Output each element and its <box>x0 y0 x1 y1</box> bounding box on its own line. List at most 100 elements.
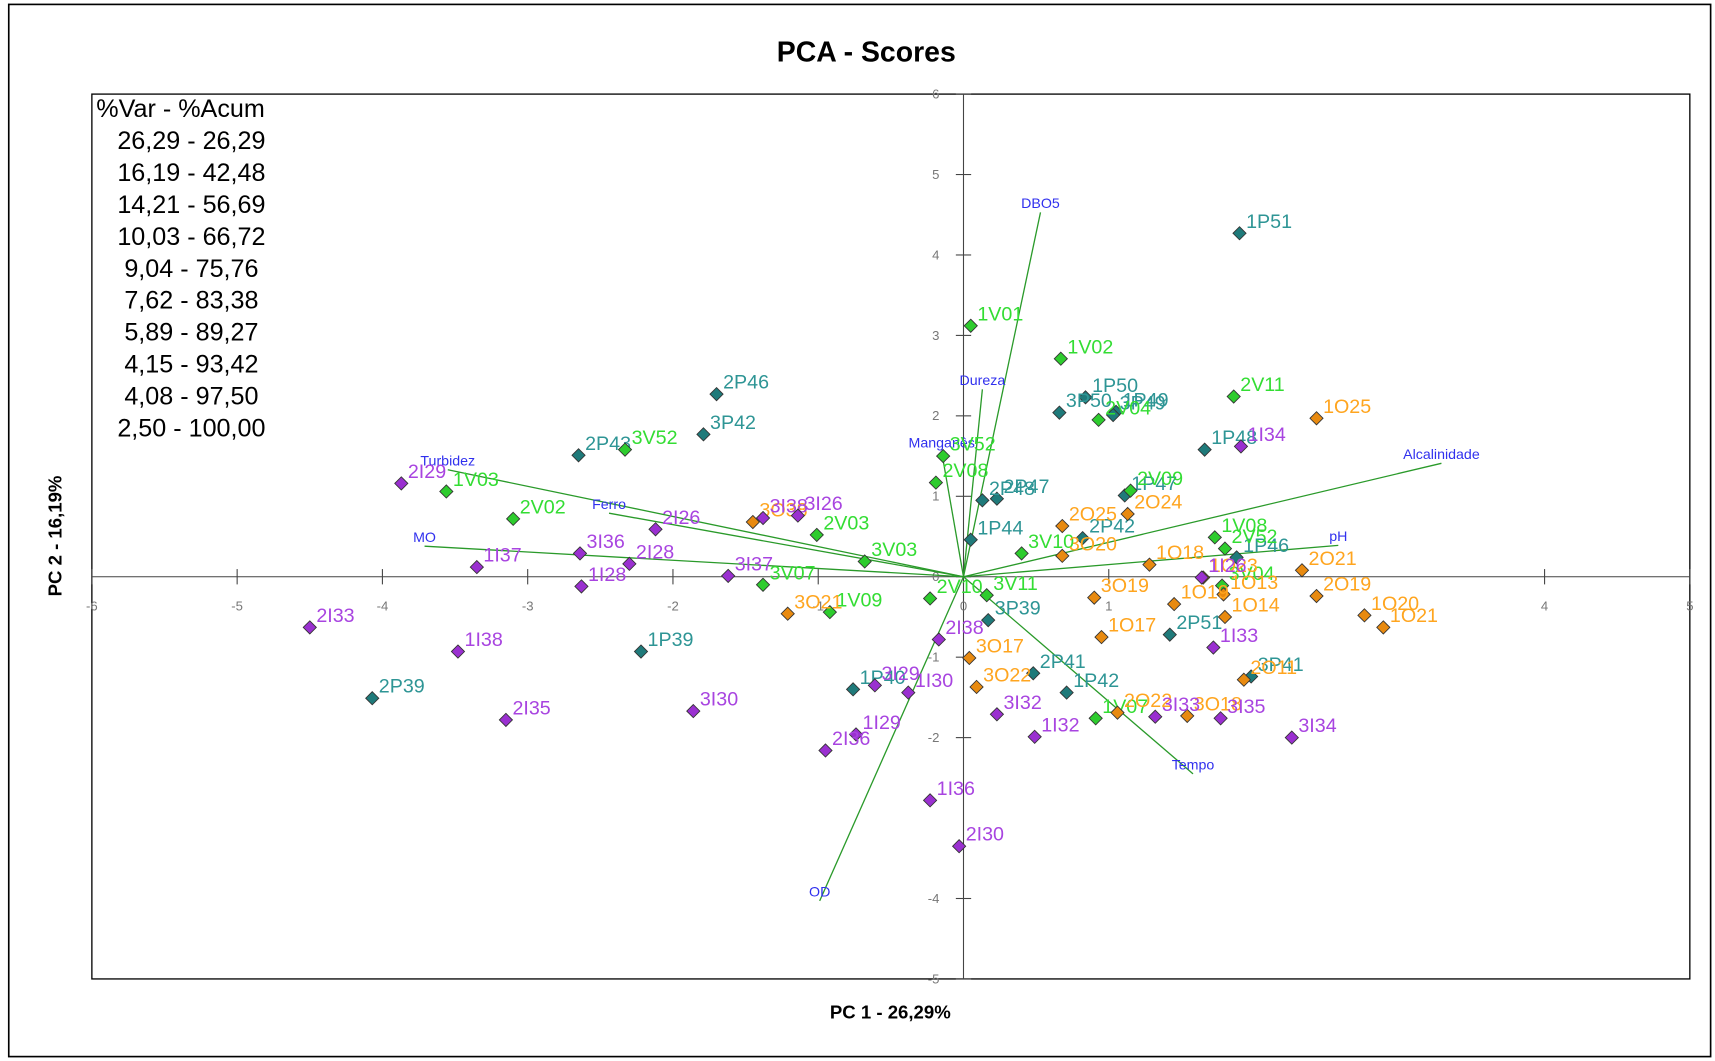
score-point <box>962 650 977 666</box>
score-point <box>1206 640 1221 655</box>
point-label: 3I34 <box>1298 715 1336 737</box>
score-point <box>931 632 946 647</box>
score-point <box>822 604 838 620</box>
variance-row: 9,04 - 75,76 <box>124 255 258 283</box>
point-label: 3V11 <box>993 573 1037 595</box>
x-tick-label: -6 <box>86 599 98 614</box>
point-label: 2I29 <box>408 461 446 483</box>
variance-row: 16,19 - 42,48 <box>117 159 265 187</box>
score-point <box>1052 405 1067 420</box>
score-point <box>1232 226 1247 241</box>
point-label: 3P50 <box>1066 390 1112 412</box>
score-point <box>1094 629 1109 645</box>
score-point <box>709 386 724 402</box>
point-label: 1O17 <box>1108 615 1156 637</box>
score-point <box>720 568 736 584</box>
point-label: 1P39 <box>648 629 694 651</box>
variance-row: %Var - %Acum <box>96 95 265 123</box>
point-label: 2I30 <box>966 824 1004 846</box>
score-point <box>498 712 514 728</box>
point-label: 3V52 <box>950 434 996 456</box>
loading-vector <box>962 212 1042 577</box>
point-label: 2I36 <box>832 728 870 750</box>
score-point <box>1166 596 1182 612</box>
y-tick-label: -1 <box>928 650 940 665</box>
point-label: 2V08 <box>942 460 988 482</box>
score-point <box>1142 557 1157 572</box>
point-label: 3V03 <box>871 539 917 561</box>
score-point <box>1226 389 1241 404</box>
score-point <box>809 527 824 543</box>
y-tick-label: 1 <box>932 489 939 504</box>
point-label: 2O21 <box>1309 548 1357 570</box>
score-point <box>574 579 589 594</box>
point-label: 3P39 <box>995 598 1041 620</box>
point-label: 3I36 <box>587 531 625 553</box>
score-point <box>1236 672 1252 687</box>
point-label: 1O18 <box>1156 542 1204 564</box>
score-point <box>450 644 466 659</box>
score-point <box>780 606 795 621</box>
point-label: 2I28 <box>636 541 674 563</box>
x-tick-label: 1 <box>1105 599 1112 614</box>
score-point <box>617 442 633 457</box>
score-point <box>1216 587 1231 602</box>
loading-label: Ferro <box>592 497 626 513</box>
score-point <box>1053 351 1069 366</box>
point-label: 1P50 <box>1092 375 1138 397</box>
variance-row: 2,50 - 100,00 <box>117 414 265 442</box>
score-point <box>1075 530 1090 546</box>
y-tick-label: -4 <box>928 891 940 906</box>
score-point <box>963 532 978 547</box>
loading-vector <box>963 576 1194 775</box>
loading-vector <box>819 576 965 902</box>
point-label: 2V52 <box>1232 526 1278 548</box>
score-point <box>963 318 978 333</box>
x-tick-label: 5 <box>1686 599 1693 614</box>
score-point <box>845 682 861 697</box>
score-point <box>469 559 485 575</box>
loading-vector <box>608 512 964 578</box>
loading-vector <box>424 545 964 578</box>
point-label: 1P49 <box>1123 389 1169 411</box>
point-label: 2O11 <box>1250 657 1297 679</box>
point-label: 2V02 <box>520 496 566 518</box>
score-point <box>867 678 883 693</box>
point-label: 1V01 <box>977 303 1023 325</box>
score-point <box>1055 518 1070 534</box>
score-point <box>1148 709 1163 724</box>
point-label: 3O19 <box>1101 575 1149 597</box>
score-point <box>1229 550 1244 565</box>
score-point <box>922 793 938 808</box>
point-label: 1V08 <box>1221 515 1267 537</box>
score-point <box>951 839 967 854</box>
score-point <box>1233 439 1249 454</box>
score-point <box>1162 627 1177 642</box>
score-point <box>1110 705 1125 720</box>
score-point <box>696 427 711 442</box>
score-point <box>745 514 761 530</box>
y-tick-label: 0 <box>932 569 939 584</box>
point-label: 2I38 <box>945 617 983 639</box>
score-point <box>818 743 833 758</box>
score-point <box>755 510 771 526</box>
point-label: 2P46 <box>723 372 769 394</box>
loading-label: pH <box>1329 529 1347 545</box>
score-point <box>857 554 872 569</box>
point-label: 3O20 <box>1069 533 1117 555</box>
score-point <box>1217 609 1233 625</box>
point-label: 3V04 <box>1229 563 1275 585</box>
point-label: 3P41 <box>1258 654 1304 676</box>
score-point <box>505 511 521 526</box>
point-label: 1O13 <box>1230 572 1278 594</box>
loading-vector <box>962 389 984 577</box>
x-tick-label: -3 <box>522 599 534 614</box>
point-label: 3O17 <box>976 636 1024 658</box>
point-label: 3V52 <box>632 427 678 449</box>
x-tick-label: -5 <box>231 599 243 614</box>
point-label: 3I32 <box>1003 692 1041 714</box>
score-point <box>790 508 806 523</box>
variance-row: 5,89 - 89,27 <box>124 319 258 347</box>
loading-label: Turbidez <box>420 453 475 469</box>
score-point <box>365 691 380 706</box>
